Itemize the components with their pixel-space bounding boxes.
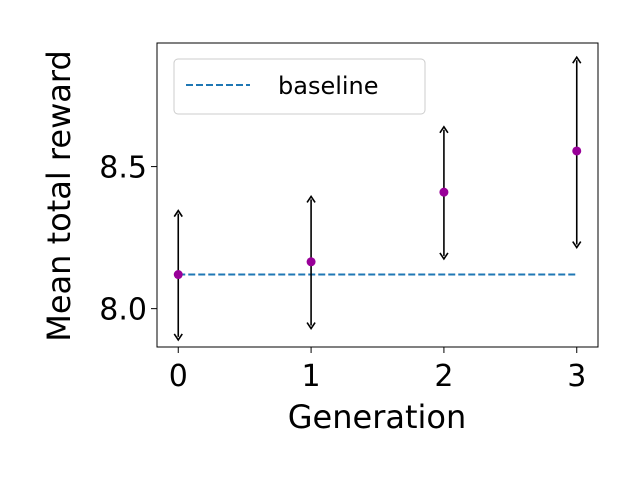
- data-point-0: [173, 270, 183, 280]
- error-bar-lower-arrow-3: [572, 241, 582, 250]
- error-bar-lower-arrow-0: [173, 333, 183, 342]
- x-tick-label-1: 1: [302, 359, 321, 394]
- legend: baseline: [173, 58, 426, 115]
- error-bar-upper-arrow-3: [572, 55, 582, 64]
- legend-baseline-label: baseline: [278, 72, 379, 100]
- data-point-2: [439, 187, 449, 197]
- x-tick-label-3: 3: [567, 359, 586, 394]
- x-tick-label-0: 0: [169, 359, 188, 394]
- error-bar-upper-arrow-2: [439, 125, 449, 134]
- legend-box: [173, 58, 426, 115]
- data-point-1: [306, 257, 316, 267]
- x-axis-label: Generation: [288, 398, 467, 436]
- error-bar-upper-arrow-0: [173, 209, 183, 218]
- x-tick-label-2: 2: [434, 359, 453, 394]
- axes-layer: 0 1 2 3 8.0 8.5: [99, 151, 586, 394]
- plot-layer: [173, 55, 582, 342]
- y-axis-label: Mean total reward: [40, 50, 78, 342]
- plot-frame: [156, 42, 599, 348]
- error-bar-lower-arrow-1: [306, 322, 316, 330]
- y-tick-label-1: 8.5: [99, 151, 147, 186]
- y-tick-label-0: 8.0: [99, 293, 147, 328]
- error-bar-upper-arrow-1: [306, 194, 316, 203]
- data-point-3: [572, 146, 582, 156]
- error-bar-lower-arrow-2: [439, 252, 449, 261]
